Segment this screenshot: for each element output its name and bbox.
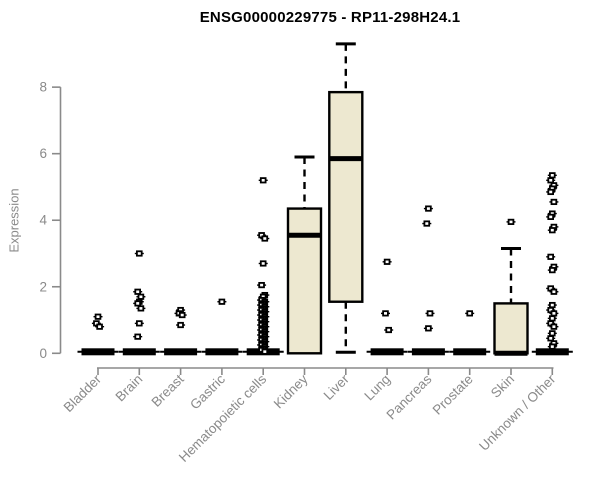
outlier-point xyxy=(382,310,389,317)
zero-box xyxy=(370,348,404,356)
outlier-point xyxy=(550,288,558,295)
outlier-point xyxy=(507,218,515,225)
outlier-point xyxy=(261,235,269,242)
outlier-point xyxy=(550,310,558,317)
outlier-point xyxy=(134,300,142,307)
outlier-point xyxy=(549,301,556,309)
outlier-point xyxy=(218,298,226,305)
outlier-point xyxy=(261,348,269,355)
y-tick-label: 6 xyxy=(39,146,47,161)
chart-title: ENSG00000229775 - RP11-298H24.1 xyxy=(199,9,461,26)
box-iqr xyxy=(493,302,529,355)
x-category-label: Skin xyxy=(488,372,517,401)
zero-box xyxy=(411,348,445,356)
zero-box xyxy=(453,348,487,356)
x-category-label: Prostate xyxy=(430,372,476,418)
x-category-label: Bladder xyxy=(61,371,105,415)
outlier-point xyxy=(549,343,556,350)
x-category-label: Breast xyxy=(149,371,187,409)
outlier-point xyxy=(549,315,556,322)
outlier-point xyxy=(385,326,392,334)
outlier-point xyxy=(550,323,558,330)
outlier-point xyxy=(426,310,434,317)
x-category-label: Unknown / Other xyxy=(476,371,559,454)
outlier-point xyxy=(134,333,142,340)
outlier-point xyxy=(383,258,391,265)
outlier-point xyxy=(178,311,186,319)
zero-box xyxy=(164,348,198,356)
outlier-point xyxy=(549,267,556,274)
outlier-point xyxy=(547,253,554,260)
zero-box xyxy=(81,348,115,356)
zero-box xyxy=(535,348,569,356)
outlier-point xyxy=(547,188,554,196)
x-category-label: Liver xyxy=(321,371,353,403)
outlier-point xyxy=(549,330,556,337)
zero-box xyxy=(205,348,239,356)
outlier-point xyxy=(425,325,432,332)
zero-box xyxy=(122,348,156,356)
outlier-point xyxy=(137,293,145,300)
outlier-point xyxy=(549,227,556,234)
outlier-point xyxy=(547,177,554,184)
x-category-label: Gastric xyxy=(187,371,228,412)
outlier-point xyxy=(135,250,143,257)
outlier-point xyxy=(259,177,267,184)
outlier-point xyxy=(137,305,145,312)
x-category-label: Lung xyxy=(361,372,393,404)
outlier-point xyxy=(135,320,143,327)
outlier-point xyxy=(466,310,473,317)
box-iqr xyxy=(286,207,323,355)
outlier-point xyxy=(134,288,142,295)
outlier-point xyxy=(177,321,184,329)
y-tick-label: 0 xyxy=(39,346,47,361)
outlier-point xyxy=(425,205,432,212)
outlier-point xyxy=(549,172,556,179)
outlier-point xyxy=(547,335,554,342)
x-category-label: Pancreas xyxy=(384,371,435,422)
outlier-point xyxy=(547,213,554,220)
outlier-point xyxy=(259,260,267,267)
outlier-point xyxy=(96,323,103,330)
x-category-label: Brain xyxy=(113,372,146,405)
outlier-point xyxy=(550,198,558,206)
x-category-label: Kidney xyxy=(271,371,311,411)
y-tick-label: 2 xyxy=(39,279,47,294)
outlier-point xyxy=(423,220,431,227)
y-tick-label: 4 xyxy=(39,213,47,228)
outlier-point xyxy=(94,313,102,320)
outlier-point xyxy=(258,281,265,289)
y-tick-label: 8 xyxy=(39,80,47,95)
box-iqr xyxy=(328,90,364,303)
